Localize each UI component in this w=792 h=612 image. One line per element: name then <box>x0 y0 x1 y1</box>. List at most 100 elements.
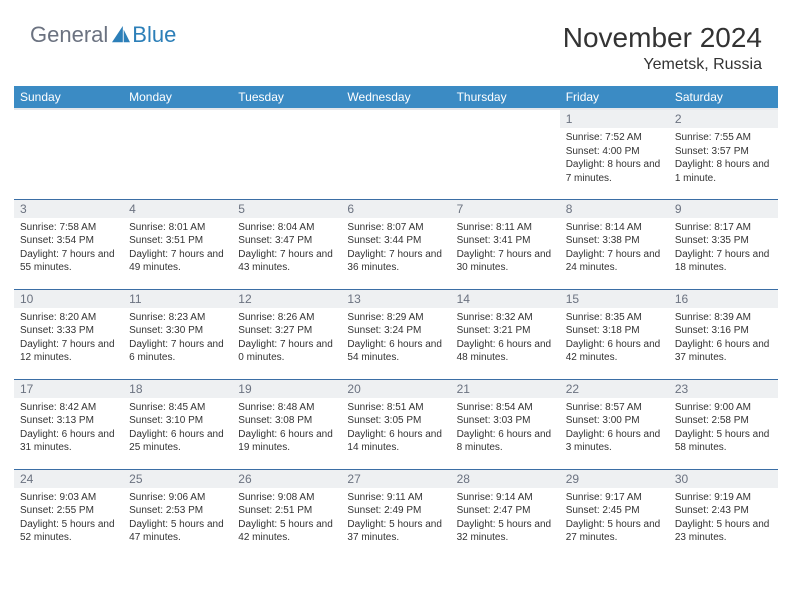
day-number: 13 <box>341 290 450 308</box>
day-number: 25 <box>123 470 232 488</box>
day-number: 4 <box>123 200 232 218</box>
calendar-cell: . <box>14 109 123 199</box>
day-number: 21 <box>451 380 560 398</box>
calendar-cell: 27Sunrise: 9:11 AMSunset: 2:49 PMDayligh… <box>341 469 450 559</box>
calendar-row: 24Sunrise: 9:03 AMSunset: 2:55 PMDayligh… <box>14 469 778 559</box>
day-number: 9 <box>669 200 778 218</box>
calendar-cell: 17Sunrise: 8:42 AMSunset: 3:13 PMDayligh… <box>14 379 123 469</box>
day-info: Sunrise: 8:32 AMSunset: 3:21 PMDaylight:… <box>451 308 560 369</box>
calendar-cell: 1Sunrise: 7:52 AMSunset: 4:00 PMDaylight… <box>560 109 669 199</box>
day-number: 12 <box>232 290 341 308</box>
day-number: 29 <box>560 470 669 488</box>
day-info: Sunrise: 8:07 AMSunset: 3:44 PMDaylight:… <box>341 218 450 279</box>
calendar-cell: . <box>232 109 341 199</box>
day-number: 26 <box>232 470 341 488</box>
day-number: 5 <box>232 200 341 218</box>
calendar-header-row: SundayMondayTuesdayWednesdayThursdayFrid… <box>14 86 778 109</box>
day-info: Sunrise: 7:55 AMSunset: 3:57 PMDaylight:… <box>669 128 778 189</box>
day-number: 23 <box>669 380 778 398</box>
calendar-cell: 15Sunrise: 8:35 AMSunset: 3:18 PMDayligh… <box>560 289 669 379</box>
calendar-cell: 28Sunrise: 9:14 AMSunset: 2:47 PMDayligh… <box>451 469 560 559</box>
day-info: Sunrise: 8:35 AMSunset: 3:18 PMDaylight:… <box>560 308 669 369</box>
calendar-table: SundayMondayTuesdayWednesdayThursdayFrid… <box>14 86 778 559</box>
day-number: 15 <box>560 290 669 308</box>
calendar-cell: 7Sunrise: 8:11 AMSunset: 3:41 PMDaylight… <box>451 199 560 289</box>
calendar-cell: 23Sunrise: 9:00 AMSunset: 2:58 PMDayligh… <box>669 379 778 469</box>
day-number: 30 <box>669 470 778 488</box>
day-info: Sunrise: 7:52 AMSunset: 4:00 PMDaylight:… <box>560 128 669 189</box>
day-info: Sunrise: 9:19 AMSunset: 2:43 PMDaylight:… <box>669 488 778 549</box>
calendar-cell: 13Sunrise: 8:29 AMSunset: 3:24 PMDayligh… <box>341 289 450 379</box>
day-number: 19 <box>232 380 341 398</box>
calendar-row: 10Sunrise: 8:20 AMSunset: 3:33 PMDayligh… <box>14 289 778 379</box>
day-info: Sunrise: 8:04 AMSunset: 3:47 PMDaylight:… <box>232 218 341 279</box>
day-info: Sunrise: 8:45 AMSunset: 3:10 PMDaylight:… <box>123 398 232 459</box>
weekday-header: Saturday <box>669 86 778 109</box>
calendar-cell: 22Sunrise: 8:57 AMSunset: 3:00 PMDayligh… <box>560 379 669 469</box>
day-number: 22 <box>560 380 669 398</box>
weekday-header: Monday <box>123 86 232 109</box>
day-info: Sunrise: 9:11 AMSunset: 2:49 PMDaylight:… <box>341 488 450 549</box>
day-number: 2 <box>669 110 778 128</box>
calendar-cell: 11Sunrise: 8:23 AMSunset: 3:30 PMDayligh… <box>123 289 232 379</box>
day-number: 27 <box>341 470 450 488</box>
calendar-cell: 19Sunrise: 8:48 AMSunset: 3:08 PMDayligh… <box>232 379 341 469</box>
calendar-cell: 18Sunrise: 8:45 AMSunset: 3:10 PMDayligh… <box>123 379 232 469</box>
day-number: 8 <box>560 200 669 218</box>
calendar-cell: 9Sunrise: 8:17 AMSunset: 3:35 PMDaylight… <box>669 199 778 289</box>
day-info: Sunrise: 9:17 AMSunset: 2:45 PMDaylight:… <box>560 488 669 549</box>
calendar-cell: . <box>123 109 232 199</box>
logo-text-general: General <box>30 22 108 48</box>
calendar-cell: . <box>341 109 450 199</box>
day-number: 18 <box>123 380 232 398</box>
logo: General Blue <box>30 22 176 48</box>
weekday-header: Tuesday <box>232 86 341 109</box>
day-number: 24 <box>14 470 123 488</box>
calendar-cell: 14Sunrise: 8:32 AMSunset: 3:21 PMDayligh… <box>451 289 560 379</box>
title-block: November 2024 Yemetsk, Russia <box>563 22 762 74</box>
day-number: 10 <box>14 290 123 308</box>
day-info: Sunrise: 8:42 AMSunset: 3:13 PMDaylight:… <box>14 398 123 459</box>
day-number: 6 <box>341 200 450 218</box>
header: General Blue November 2024 Yemetsk, Russ… <box>0 0 792 82</box>
day-info: Sunrise: 7:58 AMSunset: 3:54 PMDaylight:… <box>14 218 123 279</box>
day-number: 16 <box>669 290 778 308</box>
day-number: 14 <box>451 290 560 308</box>
weekday-header: Sunday <box>14 86 123 109</box>
calendar-cell: 25Sunrise: 9:06 AMSunset: 2:53 PMDayligh… <box>123 469 232 559</box>
day-info: Sunrise: 8:39 AMSunset: 3:16 PMDaylight:… <box>669 308 778 369</box>
weekday-header: Thursday <box>451 86 560 109</box>
day-info: Sunrise: 8:51 AMSunset: 3:05 PMDaylight:… <box>341 398 450 459</box>
day-number: 7 <box>451 200 560 218</box>
calendar-cell: 24Sunrise: 9:03 AMSunset: 2:55 PMDayligh… <box>14 469 123 559</box>
day-info: Sunrise: 8:20 AMSunset: 3:33 PMDaylight:… <box>14 308 123 369</box>
calendar-cell: 12Sunrise: 8:26 AMSunset: 3:27 PMDayligh… <box>232 289 341 379</box>
weekday-header: Friday <box>560 86 669 109</box>
day-number: 17 <box>14 380 123 398</box>
day-number: 1 <box>560 110 669 128</box>
day-info: Sunrise: 8:57 AMSunset: 3:00 PMDaylight:… <box>560 398 669 459</box>
calendar-cell: . <box>451 109 560 199</box>
day-info: Sunrise: 8:17 AMSunset: 3:35 PMDaylight:… <box>669 218 778 279</box>
day-number: 28 <box>451 470 560 488</box>
day-info: Sunrise: 9:06 AMSunset: 2:53 PMDaylight:… <box>123 488 232 549</box>
day-number: 11 <box>123 290 232 308</box>
day-info: Sunrise: 8:14 AMSunset: 3:38 PMDaylight:… <box>560 218 669 279</box>
logo-sail-icon <box>110 26 132 44</box>
day-info: Sunrise: 9:08 AMSunset: 2:51 PMDaylight:… <box>232 488 341 549</box>
location: Yemetsk, Russia <box>563 56 762 74</box>
month-title: November 2024 <box>563 22 762 54</box>
day-number: 20 <box>341 380 450 398</box>
calendar-row: 17Sunrise: 8:42 AMSunset: 3:13 PMDayligh… <box>14 379 778 469</box>
calendar-cell: 4Sunrise: 8:01 AMSunset: 3:51 PMDaylight… <box>123 199 232 289</box>
calendar-cell: 30Sunrise: 9:19 AMSunset: 2:43 PMDayligh… <box>669 469 778 559</box>
calendar-body: .....1Sunrise: 7:52 AMSunset: 4:00 PMDay… <box>14 109 778 559</box>
calendar-cell: 20Sunrise: 8:51 AMSunset: 3:05 PMDayligh… <box>341 379 450 469</box>
day-info: Sunrise: 8:23 AMSunset: 3:30 PMDaylight:… <box>123 308 232 369</box>
day-info: Sunrise: 9:14 AMSunset: 2:47 PMDaylight:… <box>451 488 560 549</box>
day-info: Sunrise: 8:26 AMSunset: 3:27 PMDaylight:… <box>232 308 341 369</box>
day-info: Sunrise: 8:01 AMSunset: 3:51 PMDaylight:… <box>123 218 232 279</box>
calendar-cell: 21Sunrise: 8:54 AMSunset: 3:03 PMDayligh… <box>451 379 560 469</box>
calendar-cell: 10Sunrise: 8:20 AMSunset: 3:33 PMDayligh… <box>14 289 123 379</box>
logo-text-blue: Blue <box>132 22 176 48</box>
